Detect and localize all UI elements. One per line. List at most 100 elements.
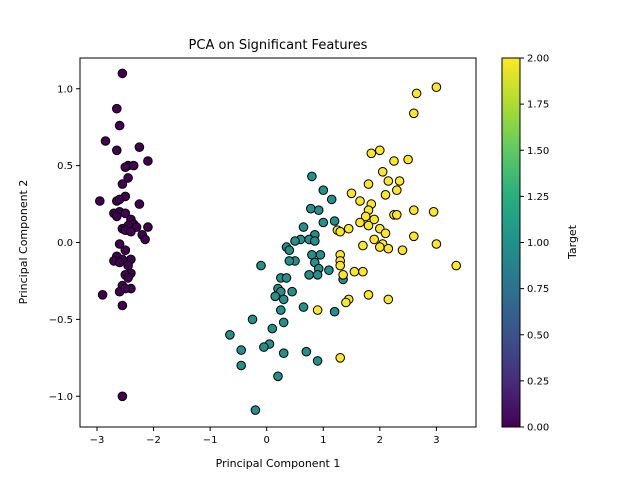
colorbar-tick-label: 0.25 — [527, 376, 549, 387]
data-point — [346, 188, 357, 199]
data-point — [143, 222, 153, 232]
data-point — [128, 160, 139, 171]
data-point — [355, 217, 365, 228]
data-point — [343, 223, 354, 234]
data-point — [358, 266, 368, 277]
x-tick-label: −1 — [203, 435, 218, 446]
data-point — [134, 199, 145, 209]
data-point — [397, 245, 408, 255]
data-point — [380, 190, 391, 200]
data-point — [225, 330, 235, 340]
data-point — [95, 196, 105, 206]
colorbar-tick-label: 1.75 — [527, 100, 549, 111]
data-point — [349, 266, 360, 277]
y-tick-label: 0.0 — [57, 238, 73, 249]
data-point — [318, 217, 329, 228]
data-point — [117, 179, 128, 189]
data-point — [411, 88, 422, 99]
data-point — [403, 154, 413, 165]
data-point — [383, 294, 394, 305]
data-point — [338, 270, 348, 280]
x-tick-label: −3 — [90, 435, 105, 446]
y-tick-label: −0.5 — [49, 315, 73, 326]
data-point — [117, 300, 128, 311]
data-point — [318, 185, 329, 195]
data-point — [375, 145, 385, 156]
colorbar-tick-label: 0.00 — [527, 423, 549, 434]
data-point — [120, 283, 131, 294]
data-point — [123, 273, 133, 283]
data-point — [117, 391, 128, 402]
y-tick-label: 1.0 — [57, 84, 73, 95]
data-point — [114, 239, 125, 249]
x-tick-label: −2 — [146, 435, 161, 446]
data-point — [97, 290, 108, 300]
data-point — [451, 260, 462, 271]
data-point — [134, 142, 145, 152]
x-axis-label: Principal Component 1 — [216, 457, 341, 470]
data-point — [358, 240, 368, 251]
data-point — [304, 270, 314, 280]
data-point — [383, 176, 394, 186]
data-point — [114, 194, 125, 205]
data-point — [355, 196, 365, 206]
data-point — [281, 273, 292, 283]
data-point — [259, 342, 269, 352]
data-point — [278, 294, 289, 305]
x-tick-label: 0 — [263, 435, 269, 446]
data-point — [315, 250, 326, 260]
data-point — [375, 242, 385, 252]
data-point — [341, 297, 351, 308]
data-point — [307, 171, 317, 182]
data-point — [360, 211, 371, 222]
y-axis: −1.0 −0.5 0.0 0.5 1.0 — [49, 84, 80, 403]
data-point — [409, 205, 419, 215]
data-point — [409, 108, 419, 119]
data-point — [363, 220, 374, 231]
data-point — [290, 236, 300, 246]
data-point — [329, 216, 340, 226]
data-point — [236, 345, 246, 355]
data-point — [369, 214, 380, 225]
points-layer — [95, 68, 462, 415]
y-axis-label: Principal Component 2 — [17, 180, 30, 305]
colorbar: 0.00 0.25 0.50 0.75 1.00 1.25 1.50 1.75 2.00 Tar… — [501, 54, 579, 434]
colorbar-tick-label: 0.75 — [527, 284, 549, 295]
chart-title: PCA on Significant Features — [189, 38, 368, 53]
data-point — [298, 222, 309, 232]
data-point — [428, 207, 439, 217]
data-point — [256, 260, 266, 271]
colorbar-tick-label: 0.50 — [527, 330, 549, 341]
data-point — [250, 405, 261, 415]
data-point — [112, 145, 122, 156]
data-point — [247, 314, 258, 325]
data-point — [100, 136, 111, 146]
data-point — [267, 323, 278, 334]
colorbar-tick-label: 1.50 — [527, 146, 549, 157]
data-point — [363, 290, 374, 300]
y-tick-label: 0.5 — [57, 161, 73, 172]
x-tick-label: 2 — [377, 435, 383, 446]
data-point — [366, 148, 377, 159]
data-point — [392, 210, 402, 220]
data-point — [335, 226, 346, 237]
data-point — [123, 173, 133, 183]
data-point — [310, 236, 320, 246]
data-point — [389, 156, 399, 166]
data-point — [270, 291, 281, 302]
data-point — [301, 346, 312, 357]
data-point — [112, 103, 122, 114]
data-point — [273, 371, 283, 382]
data-point — [431, 239, 442, 249]
colorbar-ticks: 0.00 0.25 0.50 0.75 1.00 1.25 1.50 1.75 2.00 — [520, 54, 549, 434]
data-point — [335, 260, 346, 271]
data-point — [120, 162, 131, 172]
data-point — [392, 185, 402, 195]
data-point — [363, 179, 374, 189]
x-axis: −3 −2 −1 0 1 2 3 — [90, 427, 440, 446]
data-point — [369, 234, 380, 245]
data-point — [335, 353, 346, 363]
data-point — [126, 226, 136, 237]
data-point — [143, 156, 153, 166]
